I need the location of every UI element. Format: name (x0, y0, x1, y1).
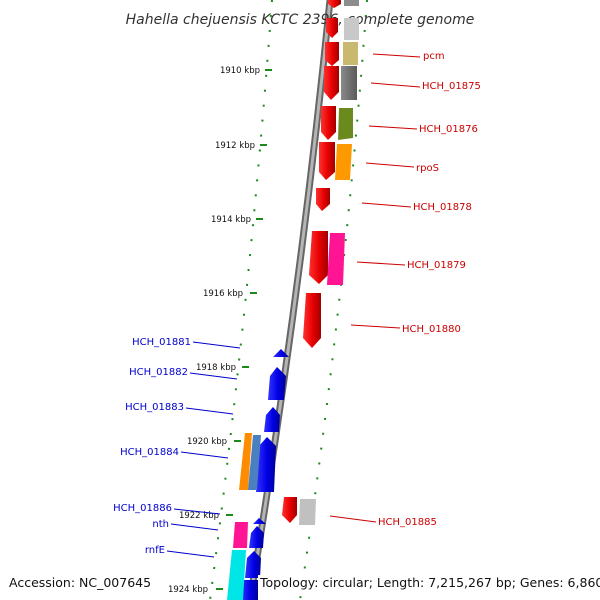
leader-line (192, 341, 241, 349)
leader-line (180, 451, 229, 459)
scale-label: 1920 kbp (187, 437, 227, 447)
reverse-strand-genes (241, 349, 289, 600)
gene-arrow[interactable] (326, 18, 338, 38)
scale-label: 1924 kbp (168, 585, 208, 595)
leader-line (370, 82, 421, 88)
feature-block[interactable] (239, 433, 252, 490)
genome-backbone (246, 0, 334, 600)
scale-label: 1916 kbp (203, 289, 243, 299)
gene-label[interactable]: pcm (423, 51, 445, 62)
gene-arrow[interactable] (268, 367, 286, 400)
gene-label[interactable]: HCH_01882 (129, 367, 188, 378)
feature-block[interactable] (227, 550, 246, 600)
gene-label[interactable]: HCH_01878 (413, 202, 472, 213)
gene-arrow[interactable] (319, 142, 335, 180)
gene-label[interactable]: rpoS (416, 163, 439, 174)
feature-block[interactable] (248, 435, 261, 490)
gene-arrow[interactable] (249, 526, 264, 548)
leader-line (350, 324, 401, 329)
outer-features (299, 0, 359, 525)
leader-line (372, 53, 421, 58)
leader-line (356, 261, 406, 266)
leader-line (170, 523, 219, 531)
feature-block[interactable] (341, 66, 357, 100)
gene-arrow[interactable] (321, 106, 336, 140)
inner-features (227, 433, 261, 600)
scale-label: 1914 kbp (211, 215, 251, 225)
gene-label[interactable]: HCH_01876 (419, 124, 478, 135)
leader-lines-blue (166, 341, 241, 558)
feature-block[interactable] (338, 108, 353, 140)
leader-line (173, 508, 221, 515)
genome-summary-label: Topology: circular; Length: 7,215,267 bp… (258, 575, 600, 590)
gene-arrow[interactable] (264, 407, 280, 432)
feature-block[interactable] (327, 233, 345, 285)
scale-ticks (216, 69, 272, 590)
gene-arrow[interactable] (328, 0, 341, 8)
scale-labels: 1910 kbp 1912 kbp 1914 kbp 1916 kbp 1918… (168, 66, 260, 595)
scale-label: 1912 kbp (215, 141, 255, 151)
gene-label[interactable]: HCH_01884 (120, 447, 179, 458)
gene-arrow[interactable] (303, 293, 321, 348)
gene-label[interactable]: HCH_01879 (407, 260, 466, 271)
feature-block[interactable] (233, 522, 248, 548)
inner-tick-row (209, 0, 273, 600)
feature-block[interactable] (343, 42, 358, 65)
gene-label[interactable]: HCH_01883 (125, 402, 184, 413)
gene-arrow[interactable] (325, 42, 339, 66)
gene-label[interactable]: nth (152, 519, 169, 530)
leader-line (361, 202, 412, 208)
forward-gene-labels: pcm HCH_01875 HCH_01876 rpoS HCH_01878 H… (378, 51, 481, 528)
forward-strand-genes (282, 0, 341, 523)
scale-label: 1910 kbp (220, 66, 260, 76)
leader-line (329, 515, 377, 523)
scale-label: 1918 kbp (196, 363, 236, 373)
gene-label[interactable]: rnfE (145, 545, 165, 556)
gene-arrow[interactable] (273, 349, 289, 357)
reverse-gene-labels: HCH_01881 HCH_01882 HCH_01883 HCH_01884 … (113, 337, 191, 556)
gene-arrow[interactable] (309, 231, 328, 284)
outer-tick-row (299, 0, 368, 600)
leader-lines-red (329, 53, 421, 523)
gene-label[interactable]: HCH_01881 (132, 337, 191, 348)
accession-label: Accession: NC_007645 (7, 575, 154, 590)
feature-block[interactable] (344, 18, 359, 40)
feature-block[interactable] (335, 144, 352, 180)
leader-line (189, 372, 238, 380)
gene-arrow[interactable] (316, 188, 330, 211)
gene-label[interactable]: HCH_01880 (402, 324, 461, 335)
gene-arrow[interactable] (245, 551, 261, 578)
gene-label[interactable]: HCH_01885 (378, 517, 437, 528)
gene-label[interactable]: HCH_01886 (113, 503, 172, 514)
leader-line (365, 162, 415, 168)
gene-arrow[interactable] (253, 518, 266, 524)
scale-label: 1922 kbp (179, 511, 219, 521)
gene-arrow[interactable] (256, 437, 276, 492)
leader-line (185, 407, 234, 415)
map-title: Hahella chejuensis KCTC 2396, complete g… (126, 12, 475, 28)
feature-block[interactable] (299, 499, 316, 525)
leader-line (166, 550, 215, 558)
gene-arrow[interactable] (324, 66, 339, 100)
leader-line (368, 125, 418, 130)
gene-arrow[interactable] (241, 580, 258, 600)
gene-label[interactable]: HCH_01875 (422, 81, 481, 92)
gene-arrow[interactable] (282, 497, 297, 523)
feature-block[interactable] (344, 0, 359, 6)
